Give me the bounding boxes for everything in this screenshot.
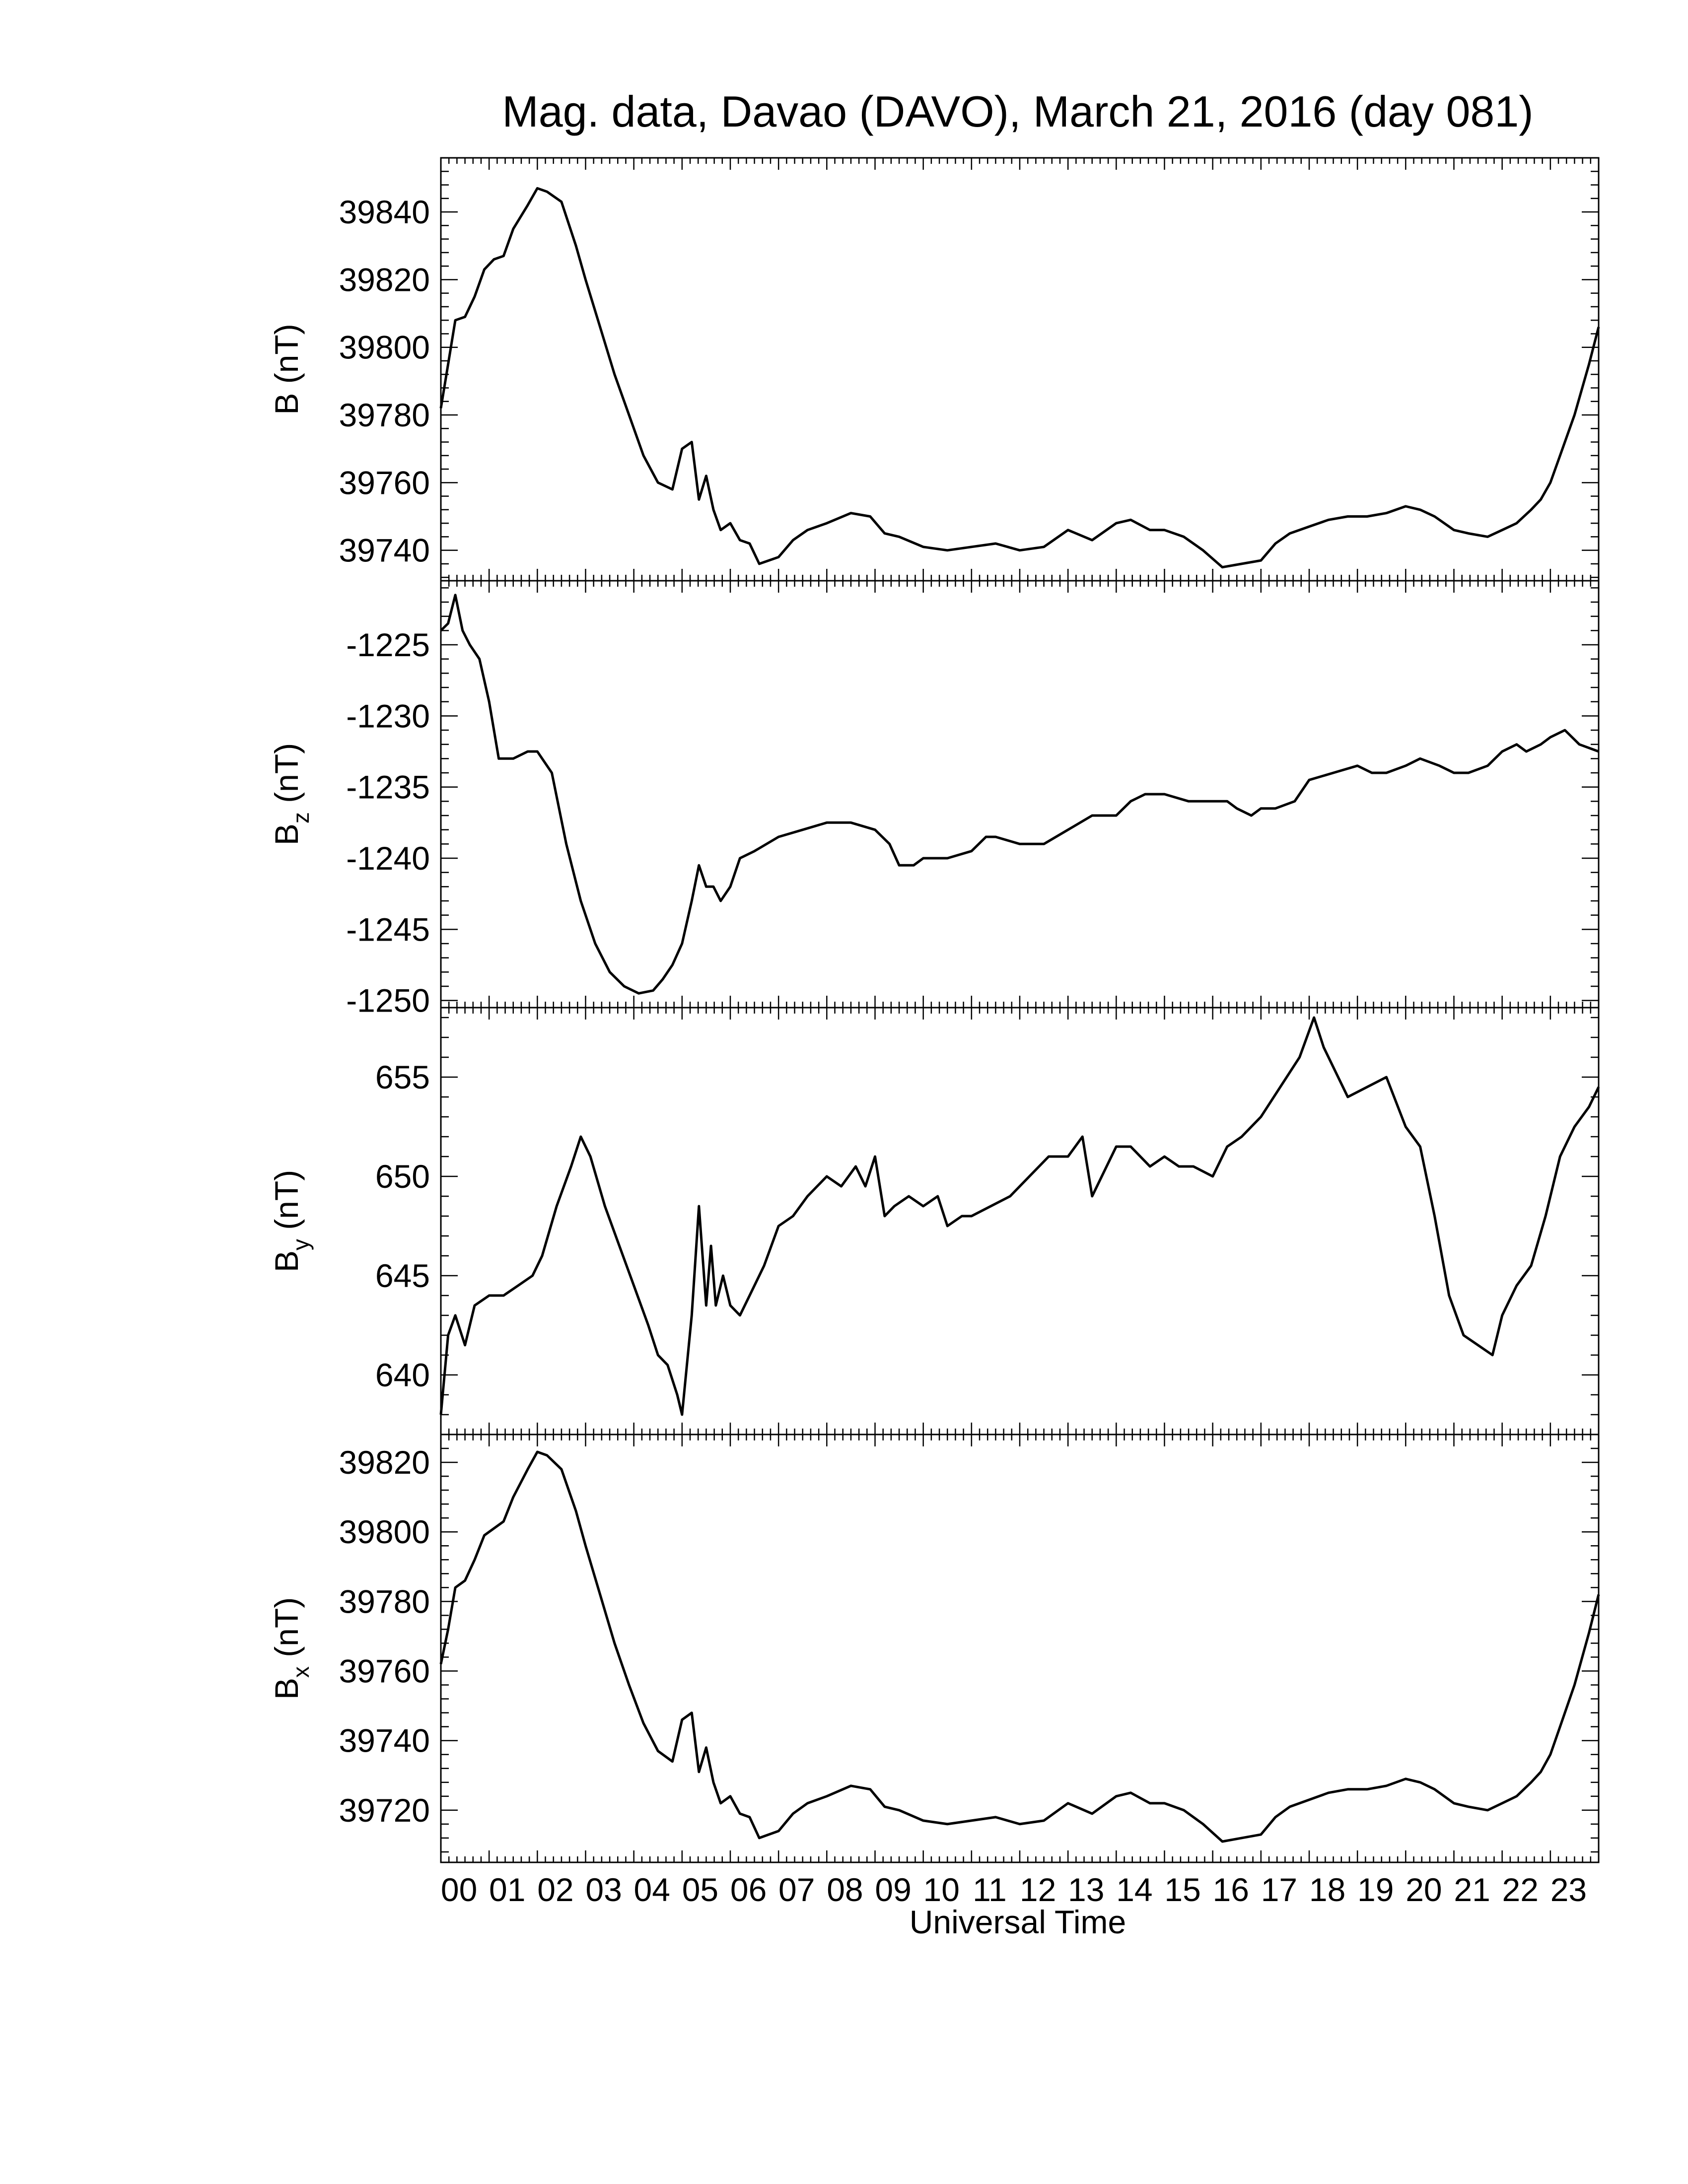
- x-axis-tick-labels: 00 01 02 03 04 05 06 07 08 09 10 11 12 13 14 15 16 17 18 19…: [441, 1871, 1587, 1908]
- x-tick-label: 19: [1357, 1871, 1394, 1908]
- x-tick-label: 10: [923, 1871, 960, 1908]
- panel-frame: [440, 580, 1600, 1009]
- y-tick-label: 39740: [339, 1722, 430, 1759]
- x-tick-label: 21: [1454, 1871, 1490, 1908]
- x-tick-label: 18: [1309, 1871, 1345, 1908]
- panels: 39740 39760 39780 39800 39820 39840 B (nT) -125…: [268, 157, 1600, 1863]
- x-tick-label: 04: [634, 1871, 670, 1908]
- x-tick-label: 05: [682, 1871, 718, 1908]
- x-tick-label: 11: [973, 1871, 1007, 1908]
- y-axis-label: Bx (nT): [268, 1597, 314, 1700]
- y-tick-label: -1240: [346, 840, 430, 877]
- x-tick-label: 23: [1550, 1871, 1587, 1908]
- x-tick-label: 14: [1116, 1871, 1152, 1908]
- y-tick-label: -1225: [346, 626, 430, 663]
- panel-0: 39740 39760 39780 39800 39820 39840 B (nT): [268, 157, 1600, 582]
- y-tick-label: 39740: [339, 532, 430, 569]
- y-tick-label: 39780: [339, 397, 430, 433]
- chart-title: Mag. data, Davao (DAVO), March 21, 2016 …: [502, 87, 1533, 136]
- panel-1: -1250 -1245 -1240 -1235 -1230 -1225 Bz (nT): [268, 580, 1600, 1019]
- x-tick-label: 12: [1020, 1871, 1056, 1908]
- x-tick-label: 00: [441, 1871, 477, 1908]
- series-line: [439, 1450, 1600, 1843]
- y-tick-label: 640: [375, 1357, 430, 1393]
- y-tick-label: -1230: [346, 697, 430, 734]
- series-line: [439, 187, 1600, 569]
- panel-frame: [440, 1433, 1600, 1863]
- x-tick-label: 20: [1406, 1871, 1442, 1908]
- y-tick-label: -1235: [346, 769, 430, 806]
- x-tick-label: 22: [1502, 1871, 1539, 1908]
- panel-frame: [440, 1007, 1600, 1435]
- y-tick-label: 39840: [339, 194, 430, 230]
- series-line: [440, 594, 1599, 995]
- x-tick-label: 06: [730, 1871, 767, 1908]
- panel-frame: [440, 157, 1600, 582]
- y-axis-label: B (nT): [268, 324, 305, 414]
- y-tick-label: 39720: [339, 1792, 430, 1829]
- y-tick-label: 39820: [339, 1444, 430, 1481]
- y-axis-label: Bz (nT): [268, 743, 314, 845]
- x-tick-label: 07: [778, 1871, 815, 1908]
- x-tick-label: 15: [1164, 1871, 1200, 1908]
- y-tick-label: -1250: [346, 982, 430, 1019]
- y-tick-label: 39800: [339, 329, 430, 366]
- y-tick-label: 39780: [339, 1583, 430, 1620]
- x-tick-label: 01: [489, 1871, 525, 1908]
- x-axis-label: Universal Time: [910, 1904, 1126, 1940]
- y-tick-label: 650: [375, 1158, 430, 1195]
- x-tick-label: 02: [537, 1871, 573, 1908]
- x-tick-label: 08: [827, 1871, 863, 1908]
- y-tick-label: 39800: [339, 1513, 430, 1550]
- x-tick-label: 17: [1261, 1871, 1297, 1908]
- y-tick-label: -1245: [346, 911, 430, 948]
- y-tick-label: 39820: [339, 261, 430, 298]
- y-axis-label: By (nT): [268, 1170, 314, 1272]
- panel-2: 640 645 650 655 By (nT): [268, 1007, 1600, 1435]
- x-tick-label: 13: [1068, 1871, 1104, 1908]
- panel-3: 39720 39740 39760 39780 39800 39820 Bx (nT): [268, 1433, 1600, 1863]
- y-tick-label: 645: [375, 1257, 430, 1294]
- x-tick-label: 16: [1213, 1871, 1249, 1908]
- y-tick-label: 39760: [339, 464, 430, 501]
- y-tick-label: 39760: [339, 1653, 430, 1690]
- series-line: [439, 1016, 1600, 1416]
- x-tick-label: 09: [875, 1871, 911, 1908]
- x-tick-label: 03: [585, 1871, 622, 1908]
- y-tick-label: 655: [375, 1059, 430, 1095]
